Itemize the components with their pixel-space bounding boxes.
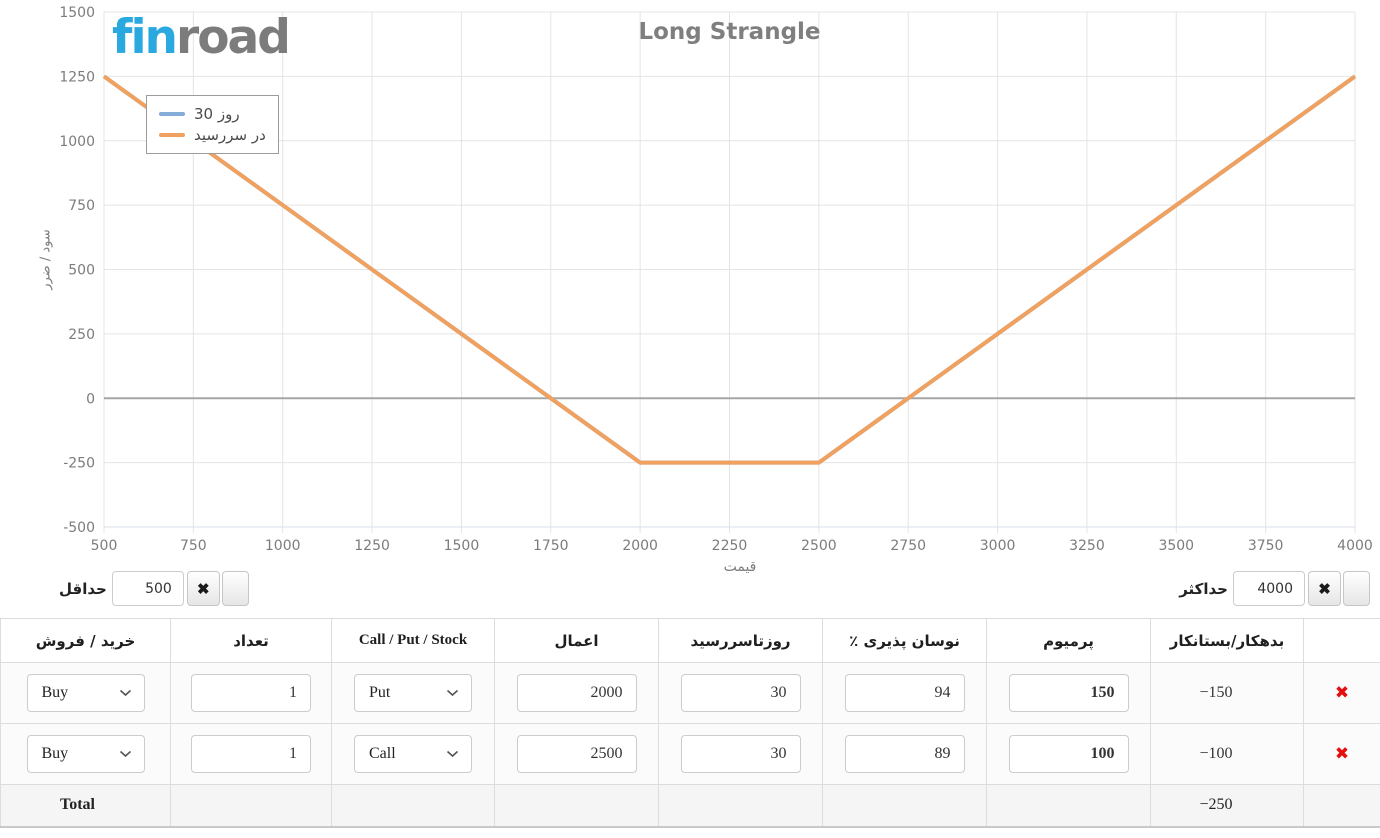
header-buy-sell: خرید / فروش <box>0 618 171 663</box>
svg-text:1250: 1250 <box>354 538 390 554</box>
header-debit-credit: بدهکار/بستانکار <box>1150 618 1304 663</box>
header-quantity: تعداد <box>170 618 332 663</box>
legend-dash-orange-icon <box>159 132 185 137</box>
logo-road: road <box>176 10 291 65</box>
svg-text:500: 500 <box>91 538 118 554</box>
header-premium: پرمیوم <box>986 618 1151 663</box>
side-select[interactable]: Buy <box>26 735 145 773</box>
close-icon: ✖ <box>1318 580 1331 598</box>
volatility-input[interactable] <box>844 674 965 712</box>
svg-text:4000: 4000 <box>1337 538 1373 554</box>
svg-text:3750: 3750 <box>1248 538 1284 554</box>
logo-fin: fin <box>112 10 178 65</box>
svg-text:2750: 2750 <box>890 538 926 554</box>
premium-input[interactable] <box>1008 735 1129 773</box>
svg-text:0: 0 <box>86 391 95 407</box>
min-extra-button[interactable] <box>221 571 249 606</box>
min-price-control: حداقل ✖ <box>55 571 249 606</box>
payoff-chart-svg: 500 750 1000 1250 1500 1750 2000 2250 2500 2750 30… <box>59 5 1373 554</box>
side-select-value: Buy <box>41 684 69 701</box>
legend-item-at-expiry[interactable]: در سررسید <box>159 124 266 145</box>
position-row-2: Buy Call −100 ✖ <box>0 723 1380 785</box>
legend-dash-blue-icon <box>159 111 185 116</box>
delete-row-button[interactable]: ✖ <box>1335 683 1349 703</box>
svg-text:-500: -500 <box>63 520 95 536</box>
legend-item-30-days[interactable]: 30 روز <box>159 103 266 124</box>
max-clear-button[interactable]: ✖ <box>1308 571 1341 606</box>
min-price-label: حداقل <box>59 579 107 598</box>
quantity-input[interactable] <box>191 674 311 712</box>
chevron-down-icon <box>119 689 131 697</box>
max-extra-button[interactable] <box>1343 571 1370 606</box>
close-icon: ✖ <box>197 580 210 598</box>
quantity-input[interactable] <box>191 735 311 773</box>
days-input[interactable] <box>680 735 801 773</box>
header-strike: اعمال <box>494 618 659 663</box>
max-price-label: حداکثر <box>1179 579 1228 598</box>
x-axis-title: قیمت <box>723 559 757 575</box>
balance-value: −100 <box>1150 723 1304 785</box>
header-actions <box>1303 618 1380 663</box>
strike-input[interactable] <box>516 674 637 712</box>
svg-text:2500: 2500 <box>801 538 837 554</box>
position-row-1: Buy Put −150 ✖ <box>0 662 1380 724</box>
side-select[interactable]: Buy <box>26 674 145 712</box>
svg-text:1500: 1500 <box>444 538 480 554</box>
max-price-control: حداکثر ✖ <box>1175 571 1370 606</box>
svg-text:2000: 2000 <box>622 538 658 554</box>
total-row: Total −250 <box>0 784 1380 827</box>
svg-text:750: 750 <box>180 538 207 554</box>
total-label: Total <box>0 784 171 827</box>
svg-text:1000: 1000 <box>59 134 95 150</box>
svg-text:1750: 1750 <box>533 538 569 554</box>
positions-table: خرید / فروش تعداد Call / Put / Stock اعم… <box>0 618 1380 828</box>
type-select[interactable]: Call <box>354 735 472 773</box>
legend-label: در سررسید <box>194 125 266 144</box>
premium-input[interactable] <box>1008 674 1129 712</box>
svg-text:3000: 3000 <box>980 538 1016 554</box>
svg-text:250: 250 <box>68 327 95 343</box>
chart-title: Long Strangle <box>638 19 821 45</box>
side-select-value: Buy <box>41 745 69 762</box>
delete-icon: ✖ <box>1334 683 1350 703</box>
header-volatility: نوسان پذیری ٪ <box>822 618 987 663</box>
svg-text:1000: 1000 <box>265 538 301 554</box>
svg-text:3250: 3250 <box>1069 538 1105 554</box>
strike-input[interactable] <box>516 735 637 773</box>
total-balance-value: −250 <box>1150 784 1304 827</box>
svg-text:2250: 2250 <box>712 538 748 554</box>
type-select-value: Put <box>369 684 391 701</box>
balance-value: −150 <box>1150 662 1304 724</box>
days-input[interactable] <box>680 674 801 712</box>
brand-logo: finroad <box>112 8 291 68</box>
svg-text:-250: -250 <box>63 456 95 472</box>
chart-legend: 30 روز در سررسید <box>146 95 279 154</box>
svg-text:1500: 1500 <box>59 5 95 21</box>
header-days-to-maturity: روزتاسررسید <box>658 618 823 663</box>
type-select[interactable]: Put <box>354 674 472 712</box>
table-header-row: خرید / فروش تعداد Call / Put / Stock اعم… <box>0 618 1380 663</box>
volatility-input[interactable] <box>844 735 965 773</box>
svg-text:750: 750 <box>68 198 95 214</box>
min-clear-button[interactable]: ✖ <box>186 571 220 606</box>
chevron-down-icon <box>446 750 459 758</box>
svg-text:3500: 3500 <box>1158 538 1194 554</box>
y-axis-title: سود / ضرر <box>38 229 54 290</box>
legend-label: 30 روز <box>194 104 240 123</box>
max-price-input[interactable] <box>1233 571 1305 606</box>
delete-row-button[interactable]: ✖ <box>1335 744 1349 764</box>
svg-text:1250: 1250 <box>59 69 95 85</box>
header-call-put-stock: Call / Put / Stock <box>331 618 495 663</box>
chevron-down-icon <box>446 689 459 697</box>
chevron-down-icon <box>119 750 131 758</box>
delete-icon: ✖ <box>1334 744 1350 764</box>
svg-text:500: 500 <box>68 263 95 279</box>
min-price-input[interactable] <box>111 571 184 606</box>
type-select-value: Call <box>369 745 396 762</box>
